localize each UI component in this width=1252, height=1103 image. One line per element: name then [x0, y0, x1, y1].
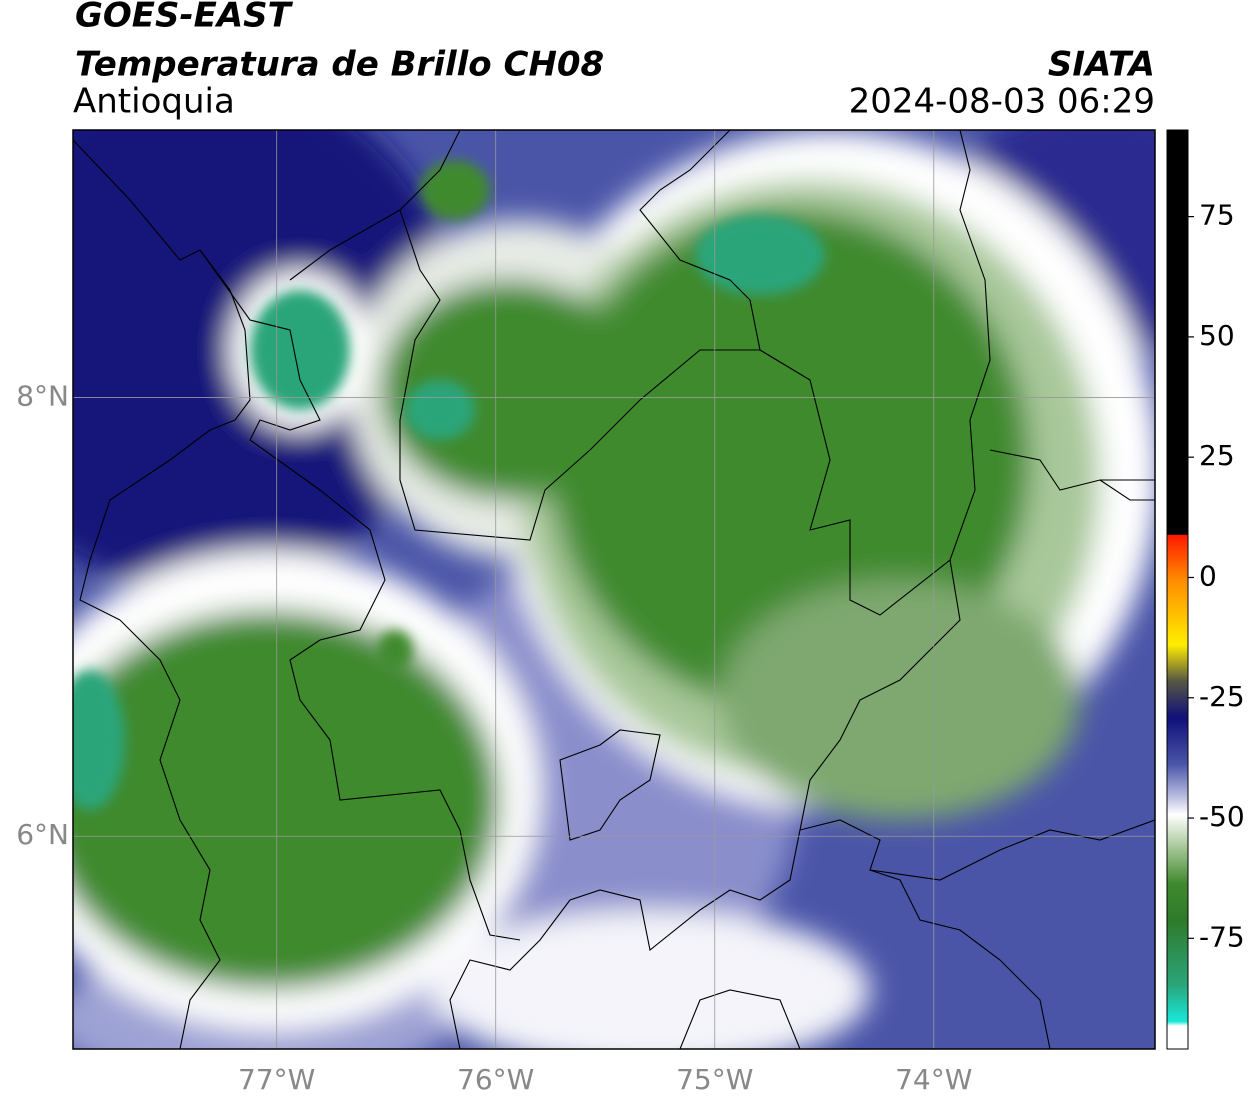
colorbar-tick-label: 0	[1199, 559, 1217, 592]
source: SIATA	[1048, 45, 1155, 85]
lon-tick-label: 77°W	[238, 1063, 315, 1096]
map-frame	[72, 129, 1156, 1050]
colorbar-tick-label: 75	[1199, 199, 1235, 232]
title: GOES-EAST	[75, 0, 294, 36]
colorbar-tick-label: -50	[1199, 800, 1245, 833]
colorbar-tick-label: 50	[1199, 319, 1235, 352]
lat-tick-label: 8°N	[16, 380, 69, 413]
colorbar-tick-label: -75	[1199, 920, 1245, 953]
lon-tick-label: 74°W	[895, 1063, 972, 1096]
subtitle: Temperatura de Brillo CH08	[75, 45, 604, 85]
lat-tick-label: 6°N	[16, 818, 69, 851]
colorbar-tick-label: 25	[1199, 439, 1235, 472]
graticule: 77°W 76°W 75°W 74°W 8°N 6°N	[16, 130, 1155, 1096]
imagery	[73, 130, 1155, 1049]
lon-tick-label: 75°W	[676, 1063, 753, 1096]
lon-tick-label: 76°W	[457, 1063, 534, 1096]
colorbar	[1166, 129, 1189, 1050]
timestamp: 2024-08-03 06:29	[849, 82, 1155, 122]
colorbar-axis: 75 50 25 0 -25 -50 -75	[1188, 199, 1245, 953]
borders	[73, 130, 1155, 1049]
colorbar-tick-label: -25	[1199, 680, 1245, 713]
region: Antioquia	[73, 82, 235, 122]
